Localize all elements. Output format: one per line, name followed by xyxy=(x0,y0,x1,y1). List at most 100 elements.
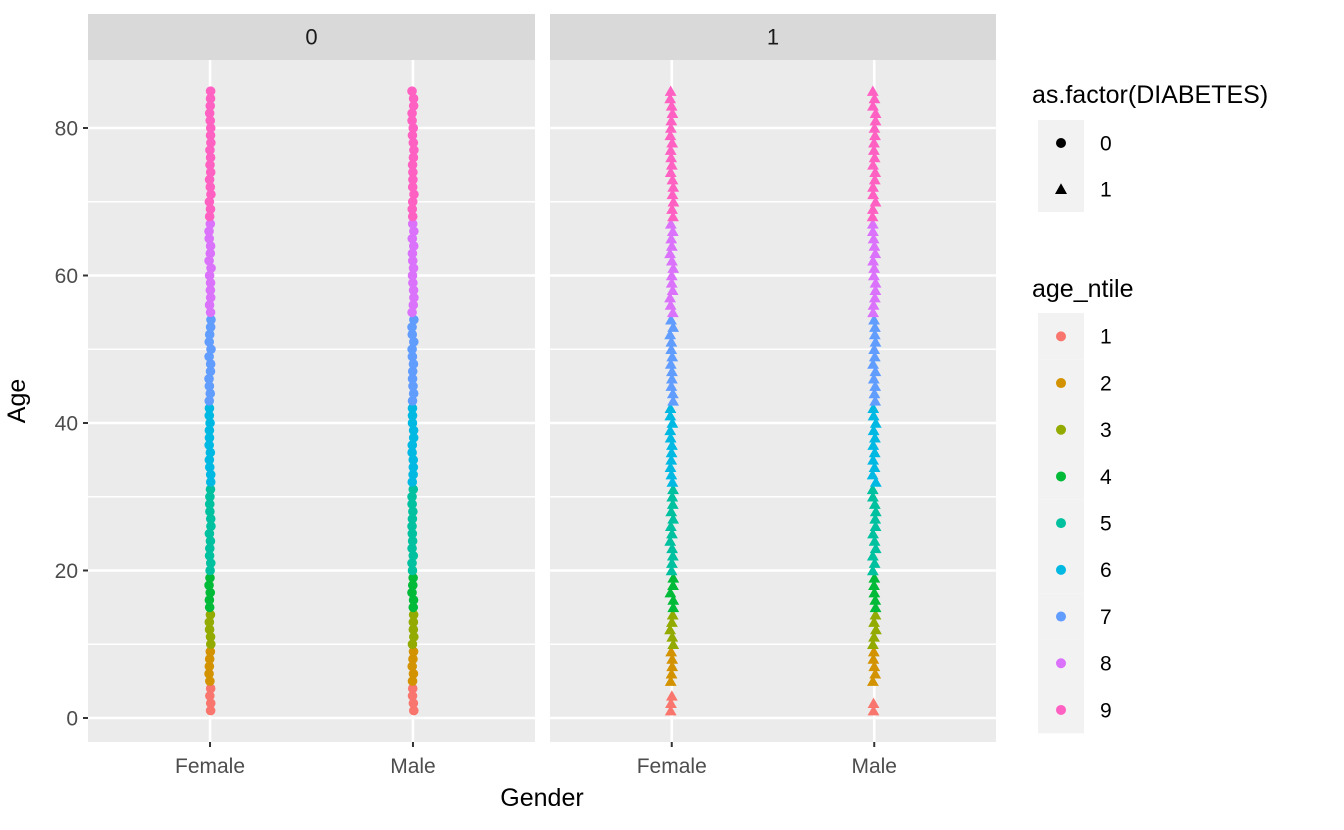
data-point xyxy=(409,632,419,642)
data-point xyxy=(666,609,679,620)
data-point xyxy=(666,387,679,399)
data-point xyxy=(205,691,215,701)
data-point xyxy=(205,204,216,214)
data-point xyxy=(666,137,679,148)
data-point xyxy=(408,337,419,347)
data-point xyxy=(665,269,678,281)
data-point xyxy=(205,292,216,303)
legend-item-label: 5 xyxy=(1100,513,1112,536)
data-point xyxy=(867,410,880,421)
legend-glyph-color-dot-icon xyxy=(1056,611,1066,622)
data-point xyxy=(664,292,676,303)
data-point xyxy=(664,587,677,598)
facet-panel xyxy=(550,60,996,742)
data-point xyxy=(205,241,216,251)
facet-strip xyxy=(550,14,996,60)
data-point xyxy=(204,654,215,664)
data-point xyxy=(868,660,881,672)
data-point xyxy=(664,218,677,229)
data-point xyxy=(205,167,216,178)
data-point xyxy=(666,255,678,266)
data-point xyxy=(204,211,215,222)
data-point xyxy=(409,226,419,237)
data-point xyxy=(407,270,418,281)
data-point xyxy=(666,306,679,318)
data-point xyxy=(408,278,418,288)
data-point xyxy=(205,491,215,502)
data-point xyxy=(205,115,216,126)
data-point xyxy=(664,92,677,104)
data-point xyxy=(407,536,418,546)
data-point xyxy=(205,93,216,104)
data-point xyxy=(868,498,881,509)
facet-strip-label: 0 xyxy=(305,25,317,50)
data-point xyxy=(407,233,418,244)
legend-glyph-circle-icon xyxy=(1056,138,1066,148)
legend-item-label: 9 xyxy=(1100,699,1112,722)
legend-item-label: 4 xyxy=(1100,466,1112,489)
data-point xyxy=(866,675,879,686)
data-point xyxy=(407,580,418,591)
data-point xyxy=(868,174,881,185)
data-point xyxy=(666,498,679,509)
data-point xyxy=(408,654,418,664)
data-point xyxy=(206,263,216,273)
data-point xyxy=(204,300,215,310)
legend-item-label: 1 xyxy=(1100,178,1112,201)
data-point xyxy=(407,418,418,428)
legend-glyph-color-dot-icon xyxy=(1056,378,1066,389)
data-point xyxy=(409,189,419,200)
data-point xyxy=(664,299,677,310)
data-point xyxy=(408,624,419,635)
legend-glyph-color-dot-icon xyxy=(1056,564,1066,575)
data-point xyxy=(866,564,879,576)
data-point xyxy=(205,366,216,377)
data-point xyxy=(206,137,216,148)
data-point xyxy=(664,424,677,436)
data-point xyxy=(408,484,419,495)
data-point xyxy=(408,152,419,163)
data-point xyxy=(204,440,214,450)
data-point xyxy=(664,520,677,532)
data-point xyxy=(407,366,418,377)
data-point xyxy=(205,705,216,716)
data-point xyxy=(205,683,216,694)
data-point xyxy=(867,528,879,539)
data-point xyxy=(665,336,678,347)
data-point xyxy=(407,410,418,421)
data-point xyxy=(667,638,680,650)
data-point xyxy=(867,373,880,384)
data-point xyxy=(866,218,879,229)
data-point xyxy=(408,668,419,679)
data-point xyxy=(408,167,418,178)
data-point xyxy=(665,122,677,133)
data-point xyxy=(869,668,882,679)
data-point xyxy=(665,373,678,384)
legend-item-label: 0 xyxy=(1100,132,1112,155)
data-point xyxy=(869,284,882,296)
data-point xyxy=(665,115,678,126)
data-point xyxy=(869,609,882,620)
data-point xyxy=(205,573,215,583)
legend-item-label: 8 xyxy=(1100,653,1112,676)
data-point xyxy=(664,129,677,141)
data-point xyxy=(204,580,214,591)
data-point xyxy=(204,351,214,362)
data-point xyxy=(204,668,214,679)
legend-glyph-color-dot-icon xyxy=(1056,658,1066,669)
data-point xyxy=(666,557,678,568)
data-point xyxy=(665,564,678,576)
data-point xyxy=(204,425,215,436)
data-point xyxy=(867,159,879,170)
data-point xyxy=(407,329,418,340)
data-point xyxy=(407,440,418,450)
data-point xyxy=(408,174,418,185)
data-point xyxy=(205,160,215,170)
data-point xyxy=(666,284,679,296)
data-point xyxy=(666,653,679,664)
data-point xyxy=(665,100,678,111)
data-point xyxy=(666,542,679,554)
data-point xyxy=(866,210,879,222)
